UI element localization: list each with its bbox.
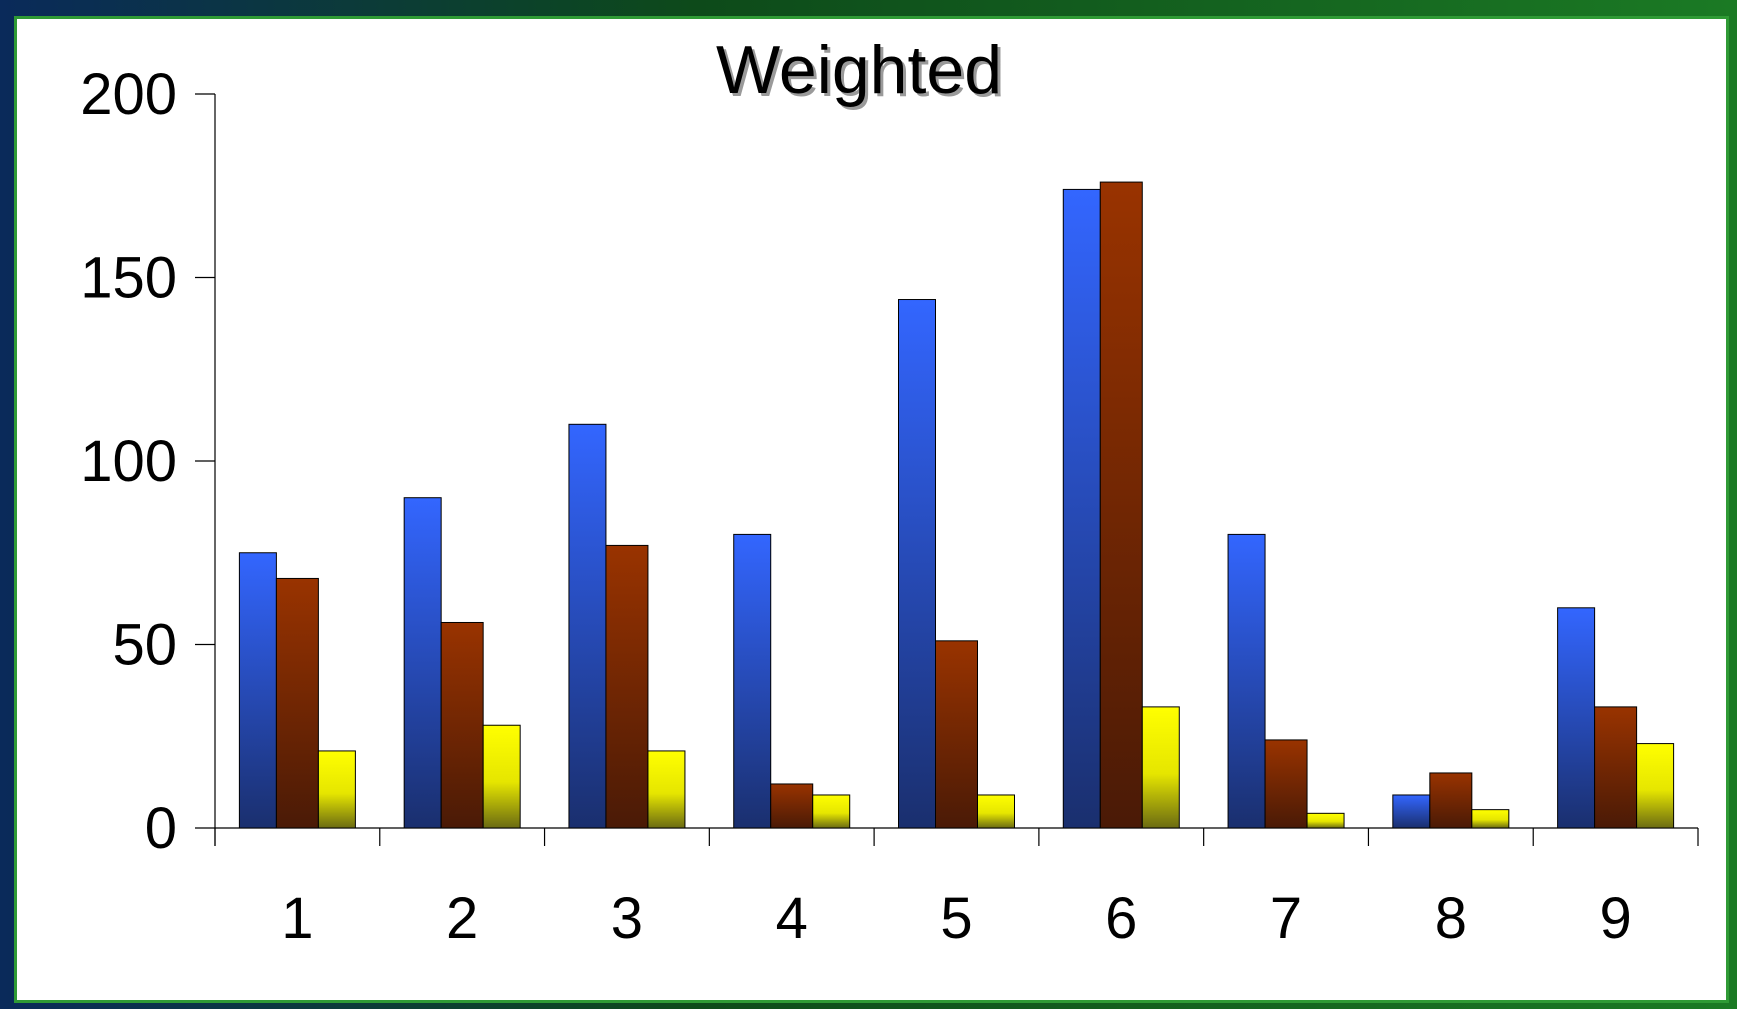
bar-series1-cat7 [1227,533,1266,829]
x-tick-label: 7 [1270,886,1302,951]
x-tick-label: 6 [1105,886,1137,951]
bar-series2-cat4 [770,783,814,829]
x-tick-label: 1 [281,886,313,951]
chart-title-shadow: Weighted [719,35,1005,111]
x-axis: 1 2 3 4 5 6 7 8 9 [214,827,1699,951]
bar-series3-cat2 [482,724,521,829]
bar-series2-cat7 [1264,739,1308,829]
chart-title: Weighted [716,32,1002,108]
bar-series3-cat3 [647,750,686,829]
bar-series3-cat7 [1306,812,1345,829]
bar-series3-cat4 [812,794,851,829]
bar-series2-cat6 [1099,181,1143,829]
y-tick-label: 200 [80,62,177,127]
bar-series2-cat8 [1429,772,1473,829]
x-tick-label: 3 [611,886,643,951]
bar-series1-cat3 [568,423,607,829]
y-axis: 0 50 100 150 200 [80,62,216,861]
x-tick-label: 9 [1599,886,1631,951]
bar-series3-cat8 [1471,809,1510,829]
bar-series2-cat9 [1594,706,1638,829]
x-tick-label: 2 [446,886,478,951]
bar-series2-cat1 [275,577,319,829]
bars-group [238,181,1675,829]
bar-series1-cat9 [1557,607,1596,829]
bar-series3-cat1 [317,750,356,829]
bar-series1-cat1 [238,552,277,829]
bar-series1-cat4 [733,533,772,829]
bar-series1-cat2 [403,497,442,829]
bar-series3-cat6 [1141,706,1180,829]
bar-series1-cat6 [1062,188,1101,829]
bar-series1-cat8 [1392,794,1431,829]
bar-series1-cat5 [898,299,936,829]
y-tick-label: 100 [80,429,177,494]
x-tick-label: 4 [776,886,808,951]
bar-series3-cat9 [1636,743,1675,829]
y-tick-label: 50 [112,613,177,678]
x-tick-label: 5 [940,886,972,951]
bar-series2-cat5 [935,640,978,829]
bar-series3-cat5 [977,794,1015,829]
x-tick-label: 8 [1435,886,1467,951]
y-tick-label: 150 [80,246,177,311]
bar-series2-cat3 [605,544,649,829]
bar-series2-cat2 [440,621,484,829]
y-tick-label: 0 [145,796,177,861]
